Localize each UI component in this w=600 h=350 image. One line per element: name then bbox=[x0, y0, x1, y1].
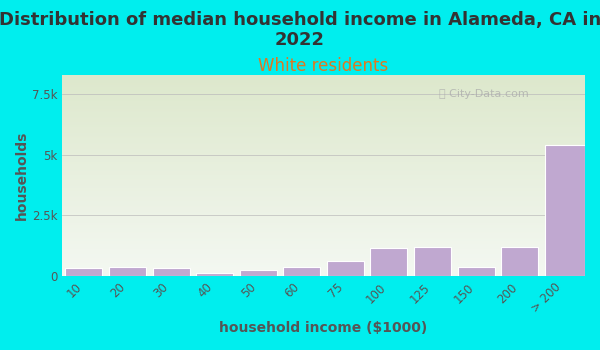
Bar bbox=[283, 267, 320, 276]
Bar bbox=[327, 261, 364, 276]
Y-axis label: households: households bbox=[15, 131, 29, 220]
Bar bbox=[152, 268, 190, 276]
Bar bbox=[458, 267, 494, 276]
Bar bbox=[109, 267, 146, 276]
Bar bbox=[65, 268, 103, 276]
Title: White residents: White residents bbox=[259, 57, 389, 75]
Bar bbox=[196, 273, 233, 276]
Bar bbox=[501, 247, 538, 276]
Text: ⓘ City-Data.com: ⓘ City-Data.com bbox=[439, 89, 529, 99]
Bar bbox=[370, 248, 407, 276]
Text: Distribution of median household income in Alameda, CA in
2022: Distribution of median household income … bbox=[0, 10, 600, 49]
X-axis label: household income ($1000): household income ($1000) bbox=[220, 321, 428, 335]
Bar bbox=[239, 270, 277, 276]
Bar bbox=[414, 247, 451, 276]
Bar bbox=[545, 145, 585, 276]
